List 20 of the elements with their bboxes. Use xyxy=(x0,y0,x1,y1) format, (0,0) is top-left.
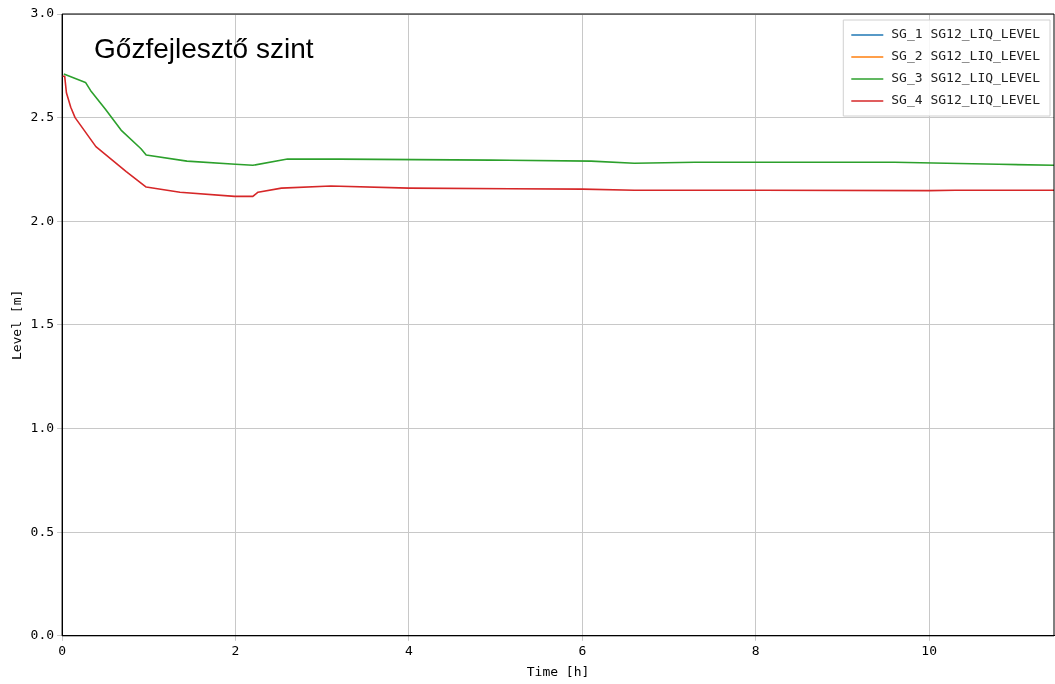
legend-label: SG_1 SG12_LIQ_LEVEL xyxy=(891,26,1041,42)
y-tick-label: 3.0 xyxy=(30,5,55,21)
x-tick-label: 10 xyxy=(921,642,937,658)
x-tick-label: 6 xyxy=(578,642,587,658)
legend-label: SG_4 SG12_LIQ_LEVEL xyxy=(891,92,1041,108)
legend-label: SG_2 SG12_LIQ_LEVEL xyxy=(891,48,1041,64)
y-tick-label: 1.0 xyxy=(30,419,55,435)
x-axis-title: Time [h] xyxy=(526,663,590,679)
legend-label: SG_3 SG12_LIQ_LEVEL xyxy=(891,70,1041,86)
y-tick-label: 1.5 xyxy=(30,316,55,332)
y-axis-title: Level [m] xyxy=(9,289,25,361)
y-tick-label: 2.5 xyxy=(30,109,55,125)
x-tick-label: 2 xyxy=(231,642,240,658)
x-tick-label: 8 xyxy=(751,642,760,658)
text: Gőzfejlesztő szint xyxy=(94,32,314,64)
y-tick-label: 0.5 xyxy=(30,523,55,539)
y-tick-label: 2.0 xyxy=(30,212,55,228)
y-tick-label: 0.0 xyxy=(30,627,55,643)
x-tick-label: 0 xyxy=(58,642,66,658)
x-tick-label: 4 xyxy=(404,642,413,658)
